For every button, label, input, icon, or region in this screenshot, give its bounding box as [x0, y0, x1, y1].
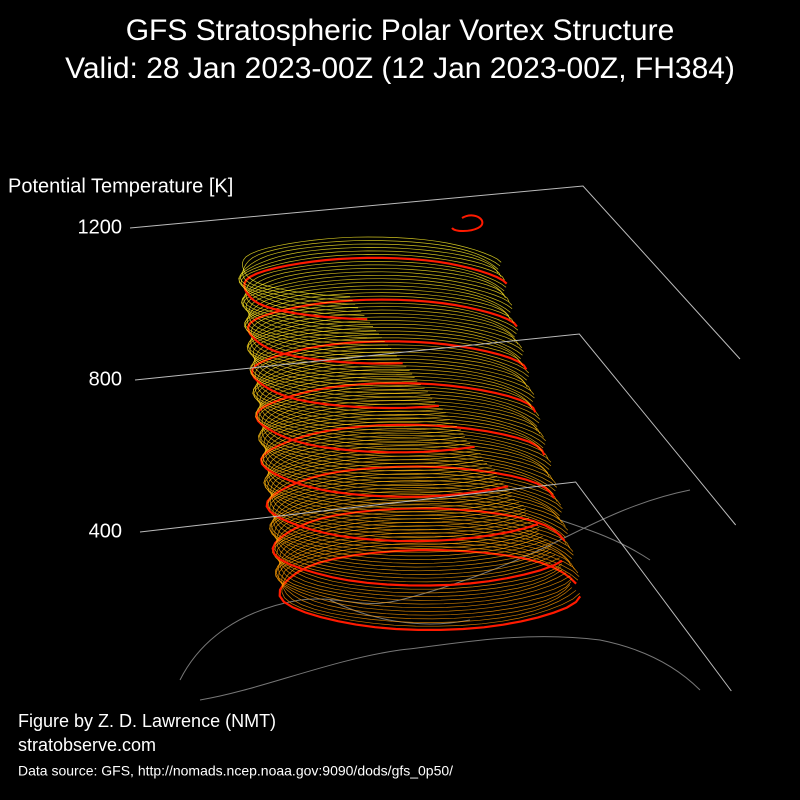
vortex-contour: [244, 288, 510, 353]
vortex-contour: [275, 528, 573, 609]
credit: Figure by Z. D. Lawrence (NMT): [18, 711, 276, 731]
vortex-contour: [246, 285, 511, 350]
vortex-contour: [240, 254, 505, 316]
vortex-contour: [253, 354, 526, 424]
vortex-contour: [247, 298, 518, 365]
vortex-contour: [262, 417, 544, 490]
vortex-contour: [252, 323, 524, 390]
vortex-contour: [260, 423, 546, 498]
vortex-contour: [251, 330, 521, 398]
vortex-contour: [239, 243, 499, 305]
vortex-contour: [245, 278, 513, 342]
vortex-contour: [242, 236, 502, 297]
vortex-contour: [267, 434, 552, 509]
vortex-contour: [241, 271, 506, 335]
vortex-contour: [258, 403, 541, 475]
website: stratobserve.com: [18, 735, 156, 755]
z-axis-label: Potential Temperature [K]: [8, 175, 233, 197]
grid-line: [129, 185, 741, 360]
vortex-contour: [242, 274, 510, 339]
vortex-contour: [247, 316, 519, 383]
vortex-contour: [261, 393, 540, 464]
vortex-contour: [259, 396, 538, 468]
vortex-contour: [260, 421, 543, 494]
vortex-contour: [258, 372, 534, 442]
vortex-contour: [263, 410, 546, 483]
vortex-contour: [255, 381, 537, 454]
vortex-contour: [253, 327, 523, 394]
z-tick-label: 400: [89, 520, 122, 542]
vortex-contour: [249, 320, 522, 387]
vortex-contour: [265, 431, 552, 505]
vortex-contour: [243, 292, 511, 357]
vortex-contour: [271, 507, 566, 587]
vortex-contour: [254, 351, 527, 420]
vortex-contour: [260, 407, 544, 479]
grid-line: [134, 333, 737, 526]
vortex-contour: [250, 302, 519, 368]
vortex-contour: [278, 549, 582, 631]
vortex-contour: [241, 267, 504, 331]
vortex-contour: [264, 441, 549, 516]
vortex-contour: [249, 337, 523, 405]
vortex-contour: [242, 240, 501, 301]
vortex-contour: [250, 306, 517, 372]
vortex-contour: [252, 358, 528, 427]
vortex-contour: [238, 247, 499, 309]
vortex-contour: [247, 309, 515, 376]
vortex-contour: [265, 414, 546, 486]
data-source: Data source: GFS, http://nomads.ncep.noa…: [18, 763, 453, 779]
chart-subtitle: Valid: 28 Jan 2023-00Z (12 Jan 2023-00Z,…: [65, 52, 735, 85]
vortex-contour: [281, 546, 580, 627]
vortex-contour: [256, 375, 532, 446]
vortex-contour: [273, 480, 562, 557]
vortex-contour: [245, 261, 507, 324]
vortex-contour: [250, 340, 528, 410]
vortex-contour: [243, 256, 508, 321]
vortex-contour: [243, 264, 505, 327]
vortex-contour: [258, 386, 540, 457]
vortex-contour: [261, 389, 541, 461]
z-tick-label: 1200: [78, 216, 123, 238]
vortex-contour: [238, 250, 502, 313]
z-tick-label: 800: [89, 368, 122, 390]
vortex-contour: [246, 313, 516, 379]
vortex-contour: [248, 281, 513, 346]
grid-line: [139, 481, 732, 692]
chart-title: GFS Stratospheric Polar Vortex Structure: [126, 14, 675, 47]
vortex-contour: [256, 365, 535, 435]
vortex-contour: [269, 473, 561, 549]
vortex-contour: [276, 518, 574, 597]
vortex-fragment: [451, 214, 484, 232]
vortex-contour: [257, 400, 538, 472]
